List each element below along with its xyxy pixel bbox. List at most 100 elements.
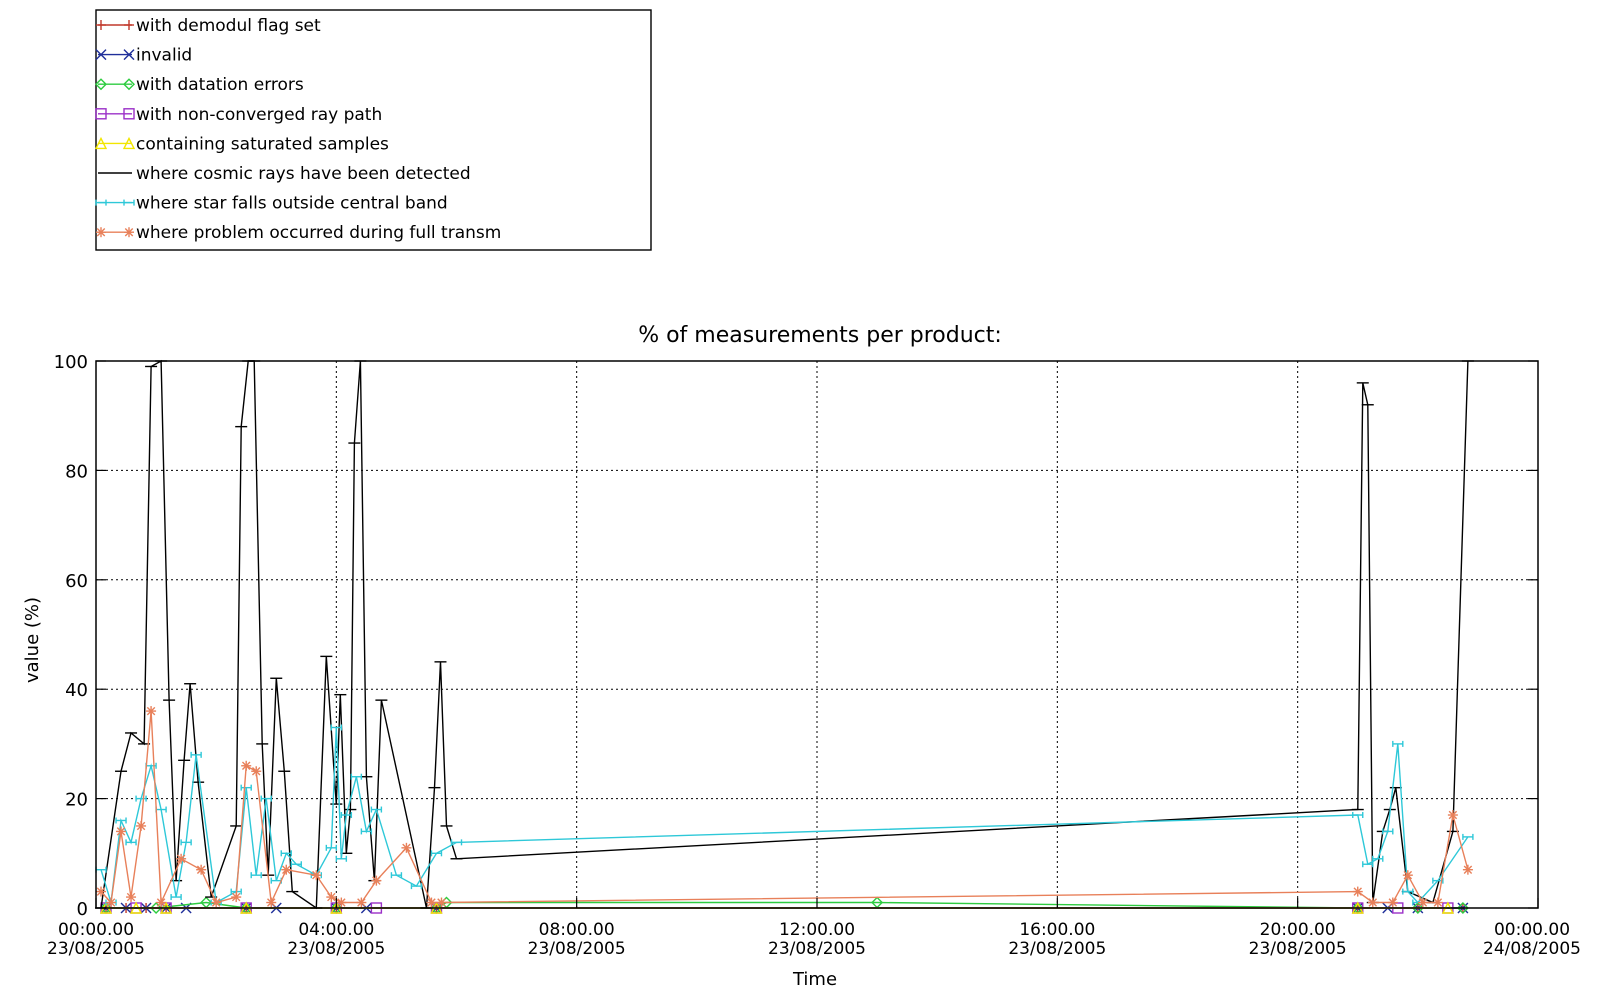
data-point — [311, 870, 322, 881]
data-point — [335, 855, 348, 862]
y-tick-label: 40 — [65, 680, 88, 701]
data-point — [390, 872, 403, 879]
y-axis-label: value (%) — [22, 597, 43, 683]
data-point — [211, 897, 222, 908]
data-point — [251, 766, 262, 777]
legend: with demodul flag set invalid with datatio… — [94, 9, 652, 251]
data-point — [135, 795, 147, 802]
data-point — [401, 842, 412, 853]
y-tick-label: 0 — [77, 899, 88, 920]
data-point — [426, 897, 437, 908]
chart-title: % of measurements per product: — [638, 323, 1002, 348]
data-point — [1411, 902, 1424, 914]
data-point — [124, 227, 134, 238]
data-point — [1352, 812, 1364, 819]
y-tick-label: 60 — [65, 571, 88, 592]
data-point — [1417, 897, 1428, 908]
data-point — [240, 784, 252, 791]
data-point — [95, 108, 107, 120]
data-point — [231, 892, 242, 903]
legend-item: where cosmic rays have been detected — [98, 164, 471, 184]
data-point — [106, 897, 117, 908]
data-point — [123, 199, 135, 206]
data-point — [370, 806, 383, 813]
data-point — [360, 828, 373, 835]
data-point — [1402, 870, 1413, 881]
data-point — [1367, 897, 1378, 908]
x-tick-label-date: 23/08/2005 — [528, 939, 626, 959]
data-point — [176, 853, 187, 864]
legend-item: invalid — [95, 46, 192, 66]
data-point — [260, 795, 272, 802]
legend-item: with non-converged ray path — [95, 105, 382, 125]
data-point — [1372, 855, 1384, 862]
x-tick-label-time: 08:00.00 — [539, 920, 615, 940]
data-point — [326, 892, 337, 903]
data-point — [1352, 886, 1363, 897]
data-point — [340, 812, 353, 819]
data-point — [430, 850, 443, 857]
data-point — [95, 78, 107, 91]
data-point — [250, 872, 262, 879]
x-axis-label: Time — [792, 969, 837, 990]
data-point — [410, 883, 423, 890]
data-point — [1462, 864, 1473, 875]
series-7 — [96, 706, 1473, 908]
data-point — [1456, 902, 1469, 914]
data-point — [116, 826, 127, 837]
data-point — [1402, 888, 1414, 895]
data-point — [1432, 897, 1443, 908]
legend-label: invalid — [136, 46, 192, 66]
data-point — [266, 897, 277, 908]
data-point — [96, 20, 106, 30]
data-point — [123, 108, 135, 120]
legend-label: containing saturated samples — [136, 134, 389, 154]
data-point — [1392, 740, 1404, 747]
data-point — [95, 199, 107, 206]
data-point — [280, 850, 292, 857]
legend-item: containing saturated samples — [94, 134, 389, 154]
legend-label: where cosmic rays have been detected — [136, 164, 471, 184]
legend-label: where star falls outside central band — [136, 194, 448, 214]
data-point — [281, 864, 292, 875]
data-point — [180, 839, 192, 846]
data-point — [241, 760, 252, 771]
data-point — [371, 875, 382, 886]
data-point — [136, 820, 147, 831]
data-point — [350, 773, 363, 780]
x-tick-label-time: 20:00.00 — [1260, 920, 1336, 940]
legend-item: with datation errors — [95, 75, 304, 95]
data-point — [95, 49, 107, 61]
data-point — [1447, 810, 1458, 821]
legend-label: where problem occurred during full trans… — [136, 223, 501, 243]
x-tick-label-time: 00:00.00 — [1494, 920, 1570, 940]
x-tick-label-time: 12:00.00 — [779, 920, 855, 940]
x-tick-label-date: 23/08/2005 — [287, 939, 385, 959]
data-point — [123, 78, 135, 91]
data-point — [156, 897, 167, 908]
y-tick-label: 100 — [54, 352, 88, 373]
x-tick-label-date: 23/08/2005 — [1008, 939, 1106, 959]
x-tick-label-time: 04:00.00 — [298, 920, 374, 940]
x-tick-label-time: 00:00.00 — [58, 920, 134, 940]
data-point — [115, 817, 127, 824]
data-point — [330, 724, 343, 731]
data-point — [336, 897, 347, 908]
data-point — [1382, 828, 1394, 835]
legend-label: with datation errors — [136, 75, 304, 95]
data-point — [325, 844, 338, 851]
data-point — [124, 20, 134, 30]
data-point — [1387, 897, 1398, 908]
legend-item: with demodul flag set — [96, 16, 321, 36]
series-line — [100, 359, 1469, 910]
legend-box — [95, 9, 652, 251]
data-point — [450, 839, 463, 846]
x-tick-label-date: 23/08/2005 — [1249, 939, 1347, 959]
data-point — [122, 136, 136, 150]
data-point — [96, 886, 107, 897]
y-tick-label: 80 — [65, 461, 88, 482]
data-point — [96, 227, 106, 238]
x-tick-label-time: 16:00.00 — [1019, 920, 1095, 940]
legend-item: where star falls outside central band — [95, 194, 448, 214]
